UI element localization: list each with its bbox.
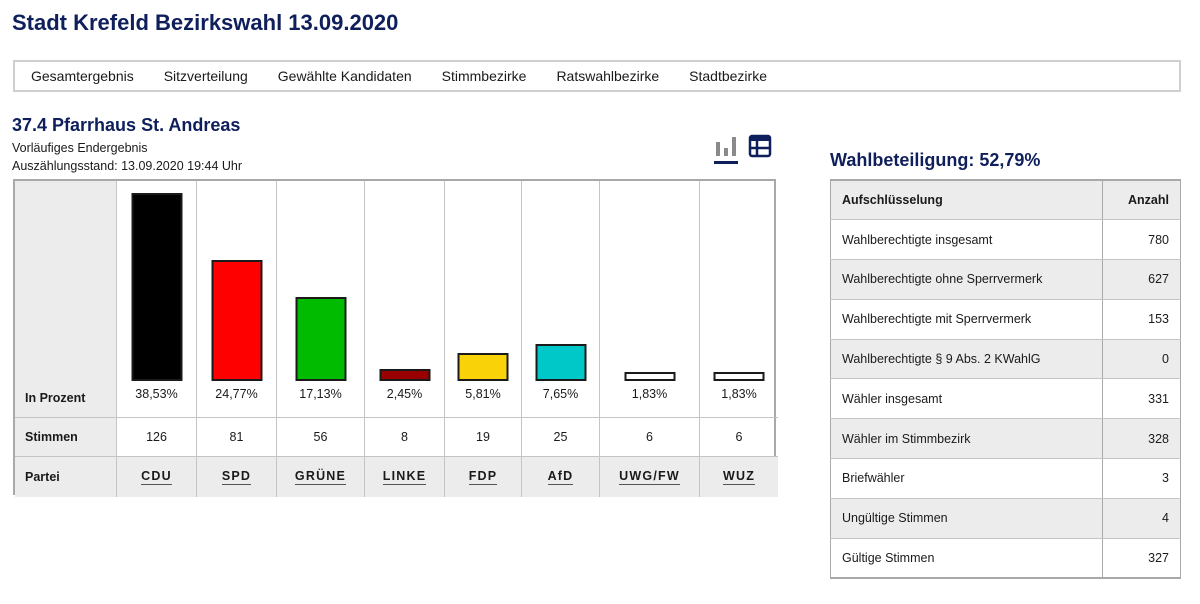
party-cell: LINKE xyxy=(365,457,445,497)
count-timestamp: Auszählungsstand: 13.09.2020 19:44 Uhr xyxy=(12,159,243,173)
votes-cell: 25 xyxy=(522,418,600,457)
nav-item-gewaehlte-kandidaten[interactable]: Gewählte Kandidaten xyxy=(277,68,412,84)
turnout-table: Aufschlüsselung Anzahl Wahlberechtigte i… xyxy=(830,179,1181,579)
table-row: Briefwähler 3 xyxy=(830,458,1181,499)
party-cell: UWG/FW xyxy=(600,457,700,497)
turnout-label: Ungültige Stimmen xyxy=(830,498,1103,539)
bar-cell: 7,65% xyxy=(522,181,600,418)
party-cell: FDP xyxy=(445,457,522,497)
votes-cell: 81 xyxy=(197,418,277,457)
table-row: Wahlberechtigte ohne Sperrvermerk 627 xyxy=(830,259,1181,300)
bar-cell: 17,13% xyxy=(277,181,365,418)
turnout-header-label: Aufschlüsselung xyxy=(830,180,1103,221)
row-label-percent: In Prozent xyxy=(15,181,117,418)
bar-cell: 24,77% xyxy=(197,181,277,418)
data-label: 1,83% xyxy=(721,387,757,401)
table-row: Wahlberechtigte insgesamt 780 xyxy=(830,219,1181,261)
results-chart-table: In Prozent 38,53% 24,77% 17,13% 2,45% 5,81% 7… xyxy=(13,179,778,497)
table-row: Gültige Stimmen 327 xyxy=(831,538,1181,578)
table-row: Wahlberechtigte § 9 Abs. 2 KWahlG 0 xyxy=(830,339,1181,380)
row-label-votes: Stimmen xyxy=(15,418,117,457)
result-status: Vorläufiges Endergebnis xyxy=(12,141,148,155)
turnout-value: 780 xyxy=(1102,219,1181,261)
table-row: Wahlberechtigte mit Sperrvermerk 153 xyxy=(830,299,1181,340)
party-cell: SPD xyxy=(197,457,277,497)
data-label: 1,83% xyxy=(631,387,668,401)
table-view-button[interactable] xyxy=(748,134,772,164)
turnout-label: Wähler im Stimmbezirk xyxy=(830,418,1103,460)
bar-uwg-fw xyxy=(624,372,675,381)
turnout-label: Wahlberechtigte insgesamt xyxy=(830,219,1103,261)
bar-spd xyxy=(211,260,262,381)
turnout-label: Briefwähler xyxy=(830,458,1103,499)
tick-label-party[interactable]: FDP xyxy=(468,469,498,485)
party-cell: CDU xyxy=(117,457,197,497)
party-cell: AfD xyxy=(522,457,600,497)
votes-cell: 126 xyxy=(117,418,197,457)
votes-cell: 19 xyxy=(445,418,522,457)
party-cell: GRÜNE xyxy=(277,457,365,497)
bar-cell: 5,81% xyxy=(445,181,522,418)
turnout-header-value: Anzahl xyxy=(1102,180,1181,221)
turnout-value: 327 xyxy=(1102,538,1181,578)
bar-wuz xyxy=(713,372,765,381)
turnout-label: Wahlberechtigte ohne Sperrvermerk xyxy=(830,259,1103,300)
turnout-label: Gültige Stimmen xyxy=(842,550,935,565)
nav-item-gesamtergebnis[interactable]: Gesamtergebnis xyxy=(31,68,134,84)
votes-cell: 6 xyxy=(600,418,700,457)
turnout-title: Wahlbeteiligung: 52,79% xyxy=(830,150,1041,170)
tick-label-party[interactable]: CDU xyxy=(141,469,172,485)
votes-cell: 56 xyxy=(277,418,365,457)
nav-item-sitzverteilung[interactable]: Sitzverteilung xyxy=(163,68,248,84)
page-title: Stadt Krefeld Bezirkswahl 13.09.2020 xyxy=(12,10,399,35)
tick-label-party[interactable]: WUZ xyxy=(722,469,756,485)
bar-chart-icon xyxy=(716,137,736,156)
tick-label-party[interactable]: LINKE xyxy=(382,469,427,485)
turnout-value: 328 xyxy=(1102,418,1181,460)
table-row: Wähler insgesamt 331 xyxy=(830,378,1181,420)
nav-item-ratswahlbezirke[interactable]: Ratswahlbezirke xyxy=(556,68,660,84)
row-label-party: Partei xyxy=(15,457,117,497)
data-label: 24,77% xyxy=(215,387,258,401)
votes-cell: 6 xyxy=(700,418,778,457)
turnout-value: 627 xyxy=(1102,259,1181,300)
table-icon xyxy=(748,134,772,158)
turnout-label: Wahlberechtigte mit Sperrvermerk xyxy=(830,299,1103,340)
turnout-value: 331 xyxy=(1102,378,1181,420)
tick-label-party[interactable]: SPD xyxy=(221,469,252,485)
tick-label-party[interactable]: UWG/FW xyxy=(619,469,680,485)
bar-linke xyxy=(379,369,430,381)
district-title: 37.4 Pfarrhaus St. Andreas xyxy=(12,115,241,135)
chart-view-button[interactable] xyxy=(714,134,738,164)
turnout-value: 3 xyxy=(1102,458,1181,499)
bar-cdu xyxy=(131,193,182,381)
turnout-value: 4 xyxy=(1102,498,1181,539)
data-label: 7,65% xyxy=(542,387,579,401)
turnout-label: Wähler insgesamt xyxy=(830,378,1103,420)
bar-afd xyxy=(535,344,586,381)
data-label: 5,81% xyxy=(465,387,501,401)
votes-cell: 8 xyxy=(365,418,445,457)
bar-cell: 38,53% xyxy=(117,181,197,418)
table-row: Wähler im Stimmbezirk 328 xyxy=(830,418,1181,460)
turnout-value: 153 xyxy=(1102,299,1181,340)
data-label: 17,13% xyxy=(299,387,342,401)
view-toggle xyxy=(714,134,772,164)
table-row: Ungültige Stimmen 4 xyxy=(830,498,1181,539)
bar-cell: 1,83% xyxy=(600,181,700,418)
bar-fdp xyxy=(457,353,509,381)
nav-item-stadtbezirke[interactable]: Stadtbezirke xyxy=(689,68,767,84)
main-nav: Gesamtergebnis Sitzverteilung Gewählte K… xyxy=(13,60,1181,92)
bar-cell: 2,45% xyxy=(365,181,445,418)
data-label: 38,53% xyxy=(135,387,178,401)
tick-label-party[interactable]: GRÜNE xyxy=(294,469,347,485)
turnout-label: Wahlberechtigte § 9 Abs. 2 KWahlG xyxy=(830,339,1103,380)
data-label: 2,45% xyxy=(386,387,423,401)
party-cell: WUZ xyxy=(700,457,778,497)
bar-gr-ne xyxy=(295,297,346,381)
nav-item-stimmbezirke[interactable]: Stimmbezirke xyxy=(441,68,527,84)
bar-cell: 1,83% xyxy=(700,181,778,418)
tick-label-party[interactable]: AfD xyxy=(547,469,574,485)
turnout-value: 0 xyxy=(1102,339,1181,380)
